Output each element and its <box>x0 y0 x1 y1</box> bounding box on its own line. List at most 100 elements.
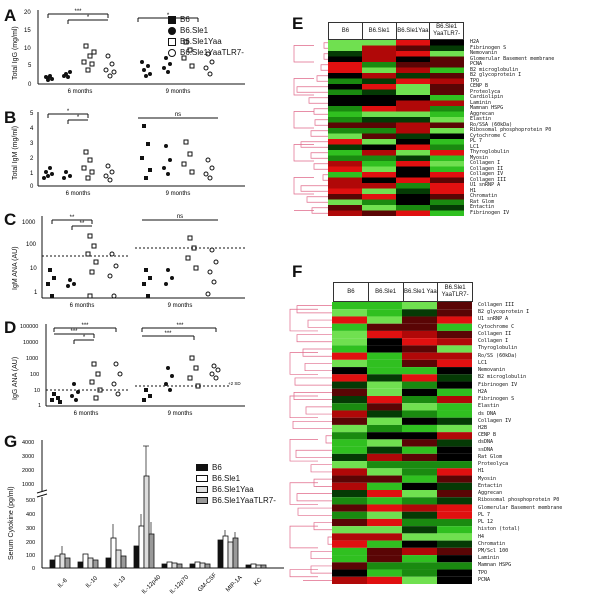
legend-swatch-icon <box>196 486 208 493</box>
heatmap-cell <box>332 533 367 541</box>
heatmap-cell <box>402 482 437 490</box>
heatmap-cell <box>367 359 402 368</box>
panel-g-legend: B6 B6.Sle1 B6.Sle1Yaa B6.Sle1YaaTLR7- <box>196 462 276 506</box>
heatmap-row-label: Thyroglobulin <box>478 345 518 352</box>
tick: 3 <box>30 141 34 147</box>
heatmap-cell <box>328 133 362 139</box>
heatmap-cell <box>332 316 367 324</box>
heatmap-row-label: Ro/SSA (60kDa) <box>470 121 513 128</box>
heatmap-cell <box>430 100 464 106</box>
heatmap-cell <box>437 439 472 447</box>
heatmap-cell <box>362 172 396 178</box>
heatmap-cell <box>362 117 396 123</box>
heatmap-cell <box>402 352 437 360</box>
heatmap-row-label: B2 microglobulin <box>478 374 527 381</box>
heatmap-cell <box>328 177 362 183</box>
heatmap-cell <box>367 518 402 527</box>
sig: ** <box>70 215 75 221</box>
heatmap-cell <box>396 155 430 161</box>
sig: * <box>83 335 86 341</box>
legend-item: B6.Sle1 <box>180 26 209 35</box>
sig: ns <box>177 214 183 220</box>
heatmap-cell <box>367 338 402 346</box>
svg-text:GM-CSF: GM-CSF <box>197 572 218 593</box>
heatmap-row-label: Collagen II <box>470 165 504 172</box>
heatmap-row-label: Chromatin <box>478 540 506 547</box>
legend-swatch-icon <box>196 464 208 471</box>
heatmap-cell <box>332 381 367 389</box>
heatmap-cell <box>430 117 464 123</box>
heatmap-cell <box>396 89 430 95</box>
sd-annotation: +2 SD <box>228 381 241 386</box>
tick: 1000 <box>22 482 34 488</box>
heatmap-cell <box>328 166 362 172</box>
heatmap-cell <box>430 161 464 167</box>
heatmap-cell <box>332 569 367 577</box>
heatmap-row-label: Collagen II <box>478 330 512 337</box>
heatmap-cell <box>328 188 362 194</box>
heatmap-cell <box>402 569 437 577</box>
heatmap-cell <box>430 139 464 145</box>
heatmap-cell <box>437 316 472 324</box>
heatmap-cell <box>362 45 396 51</box>
panel-letter-c: C <box>4 210 17 229</box>
heatmap-cell <box>402 504 437 512</box>
heatmap-cell <box>402 511 437 519</box>
heatmap-cell <box>402 410 437 418</box>
heatmap-cell <box>332 504 367 512</box>
dendrogram <box>293 42 328 214</box>
heatmap-e-header: B6 B6.Sle1 B6.Sle1Yaa B6.Sle1 YaaTLR7- <box>328 22 464 40</box>
heatmap-cell <box>362 56 396 62</box>
heatmap-cell <box>332 461 367 469</box>
group-label: 9 months <box>168 411 193 417</box>
heatmap-row-label: Mamnan HSPG <box>478 562 512 569</box>
heatmap-cell <box>437 381 472 389</box>
heatmap-cell <box>367 555 402 563</box>
heatmap-cell <box>328 122 362 128</box>
heatmap-cell <box>328 199 362 205</box>
heatmap-cell <box>332 309 367 317</box>
group-label: 9 months <box>166 89 191 95</box>
heatmap-row-label: Fibrinogen S <box>478 396 515 403</box>
scatter-points <box>42 124 172 180</box>
heatmap-cell <box>332 345 367 353</box>
heatmap-cell <box>362 51 396 57</box>
heatmap-cell <box>396 117 430 123</box>
heatmap-cell <box>362 144 396 150</box>
heatmap-cell <box>437 562 472 570</box>
heatmap-cell <box>362 161 396 167</box>
sig: * <box>87 15 90 21</box>
heatmap-row-label: Myosin <box>470 154 489 161</box>
heatmap-cell <box>362 199 396 205</box>
legend-filled-square-icon <box>168 15 176 24</box>
heatmap-cell <box>396 56 430 62</box>
heatmap-cell <box>430 194 464 200</box>
heatmap-cell <box>367 569 402 577</box>
scatter-points-open <box>81 139 215 183</box>
heatmap-cell <box>430 205 464 211</box>
heatmap-cell <box>332 330 367 339</box>
heatmap-column-label: B6 <box>334 283 369 301</box>
heatmap-cell <box>430 51 464 57</box>
heatmap-cell <box>430 56 464 62</box>
panel-letter-f: F <box>292 262 303 281</box>
tick: 0 <box>32 566 35 572</box>
heatmap-row-label: Entactin <box>470 204 495 210</box>
heatmap-cell <box>437 475 472 483</box>
heatmap-cell <box>430 150 464 156</box>
heatmap-cell <box>437 490 472 498</box>
heatmap-cell <box>396 111 430 117</box>
heatmap-cell <box>328 45 362 51</box>
heatmap-cell <box>367 461 402 469</box>
heatmap-cell <box>437 555 472 563</box>
heatmap-cell <box>362 122 396 128</box>
heatmap-cell <box>332 417 367 425</box>
heatmap-row-label: PCNA <box>478 576 491 583</box>
tick: 0 <box>28 82 32 88</box>
heatmap-cell <box>332 424 367 433</box>
heatmap-cell <box>402 323 437 331</box>
heatmap-cell <box>328 51 362 57</box>
heatmap-cell <box>367 374 402 382</box>
heatmap-row-label: Glomerular Basement membrane <box>470 55 555 62</box>
heatmap-row-label: Collagen III <box>478 302 515 308</box>
